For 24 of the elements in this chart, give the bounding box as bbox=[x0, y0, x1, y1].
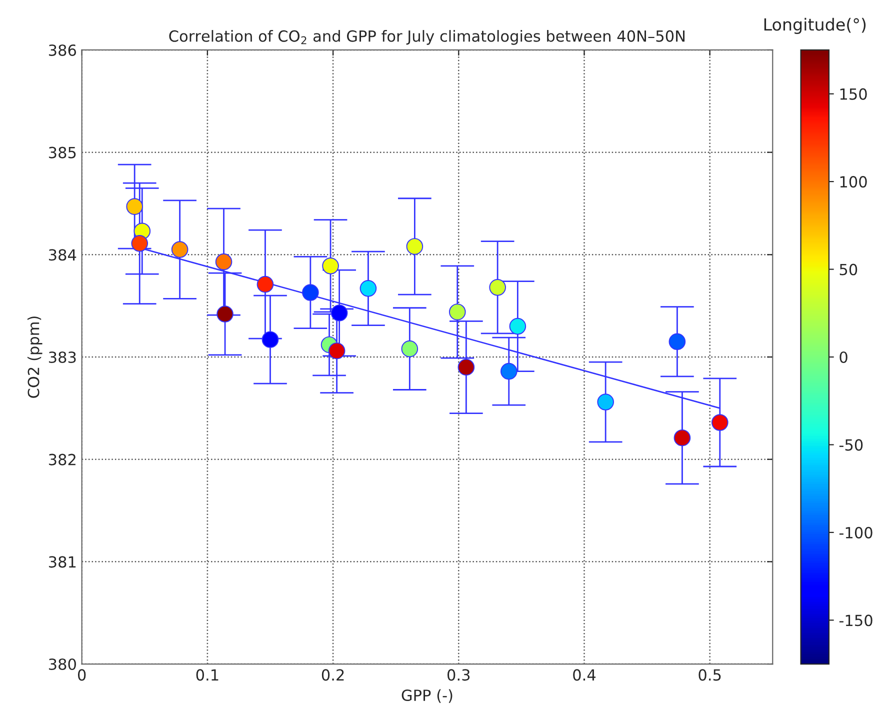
color-bar-label: -50 bbox=[839, 439, 863, 451]
y-tick-label: 386 bbox=[48, 44, 76, 56]
x-tick-label: 0.5 bbox=[698, 669, 721, 681]
chart-title: Correlation of CO$_{2}$ and GPP for July climatologies between 40N–50N bbox=[169, 30, 684, 45]
y-tick-label: 384 bbox=[48, 249, 76, 261]
x-tick-label: 0 bbox=[78, 669, 86, 681]
color-bar-label: 50 bbox=[840, 264, 858, 276]
color-bar-title: Longitude(°) bbox=[764, 18, 866, 34]
color-bar-label: 100 bbox=[840, 176, 867, 188]
color-bar-label: -150 bbox=[839, 614, 872, 626]
color-bar-label: 150 bbox=[840, 88, 867, 100]
x-tick-label: 0.3 bbox=[448, 669, 470, 681]
y-axis-title: CO2 (ppm) bbox=[27, 316, 42, 398]
x-axis-title: GPP (-) bbox=[402, 689, 452, 703]
x-tick-label: 0.2 bbox=[322, 669, 344, 681]
x-tick-label: 0.1 bbox=[196, 669, 218, 681]
y-tick-label: 381 bbox=[48, 556, 76, 568]
y-tick-label: 380 bbox=[48, 658, 76, 670]
y-tick-label: 382 bbox=[48, 454, 76, 466]
y-tick-label: 383 bbox=[48, 351, 76, 364]
x-tick-label: 0.4 bbox=[573, 669, 596, 681]
color-bar-label: -100 bbox=[839, 526, 872, 538]
color-bar-label: 0 bbox=[840, 351, 848, 364]
y-tick-label: 385 bbox=[48, 146, 76, 158]
